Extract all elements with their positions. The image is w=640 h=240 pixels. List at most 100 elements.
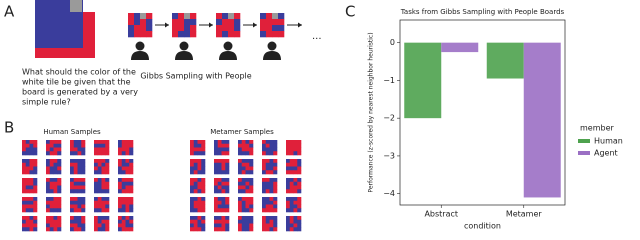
tile xyxy=(94,223,99,228)
tile xyxy=(201,147,206,152)
tile xyxy=(49,140,54,145)
tile xyxy=(101,166,106,171)
tile xyxy=(125,140,130,145)
board xyxy=(22,178,38,194)
figure: A B C What should the color of the white… xyxy=(4,0,623,232)
tile xyxy=(81,185,86,190)
tile xyxy=(269,147,274,152)
tile xyxy=(269,162,274,167)
tile xyxy=(101,223,106,228)
tile xyxy=(190,19,197,26)
tile xyxy=(57,227,62,232)
tile xyxy=(201,140,206,145)
tile xyxy=(225,227,230,232)
tile xyxy=(46,151,51,156)
tile xyxy=(129,216,134,221)
tile xyxy=(121,151,126,156)
tile xyxy=(105,185,110,190)
tile xyxy=(193,166,198,171)
tile xyxy=(201,197,206,202)
tile xyxy=(49,181,54,186)
board xyxy=(262,140,278,156)
tile xyxy=(33,151,38,156)
tile xyxy=(265,216,270,221)
tile xyxy=(184,13,190,19)
tile xyxy=(190,216,195,221)
tile xyxy=(190,13,197,20)
tile xyxy=(29,204,34,209)
tile xyxy=(286,178,291,183)
tile xyxy=(146,19,153,26)
tile xyxy=(238,227,243,232)
tile xyxy=(221,200,226,205)
tile xyxy=(77,151,82,156)
tile xyxy=(129,178,134,183)
tile xyxy=(241,219,246,224)
tile xyxy=(49,162,54,167)
tile xyxy=(97,189,102,194)
tile xyxy=(297,208,302,213)
tile xyxy=(238,208,243,213)
tile xyxy=(97,197,102,202)
tile xyxy=(221,197,226,202)
tile xyxy=(53,227,58,232)
tile xyxy=(25,159,30,164)
tile xyxy=(77,216,82,221)
tile xyxy=(81,223,86,228)
tile xyxy=(70,189,75,194)
tile xyxy=(105,189,110,194)
tile xyxy=(53,197,58,202)
tile xyxy=(97,181,102,186)
tile xyxy=(25,178,30,183)
tile xyxy=(94,197,99,202)
tile xyxy=(297,227,302,232)
tile xyxy=(249,219,254,224)
tile xyxy=(193,227,198,232)
tile xyxy=(225,204,230,209)
tile xyxy=(273,178,278,183)
tile xyxy=(201,178,206,183)
tile xyxy=(184,31,191,38)
tile xyxy=(286,162,291,167)
tile xyxy=(221,189,226,194)
tile xyxy=(265,159,270,164)
tile xyxy=(49,143,54,148)
tile xyxy=(81,227,86,232)
tile xyxy=(73,185,78,190)
tile xyxy=(214,140,219,145)
tile xyxy=(97,147,102,152)
tile xyxy=(214,219,219,224)
tile xyxy=(273,147,278,152)
tile xyxy=(216,31,223,38)
tile xyxy=(73,181,78,186)
tile xyxy=(101,181,106,186)
tile xyxy=(297,170,302,175)
tile xyxy=(121,223,126,228)
tile xyxy=(94,216,99,221)
tile xyxy=(49,151,54,156)
board xyxy=(190,140,206,156)
tile xyxy=(297,204,302,209)
tile xyxy=(25,219,30,224)
tile xyxy=(228,31,235,38)
tile xyxy=(29,189,34,194)
tile xyxy=(25,189,30,194)
tile xyxy=(70,170,75,175)
board xyxy=(70,216,86,232)
board xyxy=(70,197,86,213)
tile xyxy=(178,31,185,38)
tile xyxy=(22,143,27,148)
tile xyxy=(197,159,202,164)
tile xyxy=(125,189,130,194)
tile xyxy=(238,185,243,190)
tile xyxy=(77,200,82,205)
tile xyxy=(193,189,198,194)
tile xyxy=(278,31,285,38)
tile xyxy=(97,143,102,148)
tile xyxy=(146,31,153,38)
tile xyxy=(293,223,298,228)
tile xyxy=(53,185,58,190)
tile xyxy=(101,185,106,190)
tile xyxy=(49,204,54,209)
tile xyxy=(217,185,222,190)
